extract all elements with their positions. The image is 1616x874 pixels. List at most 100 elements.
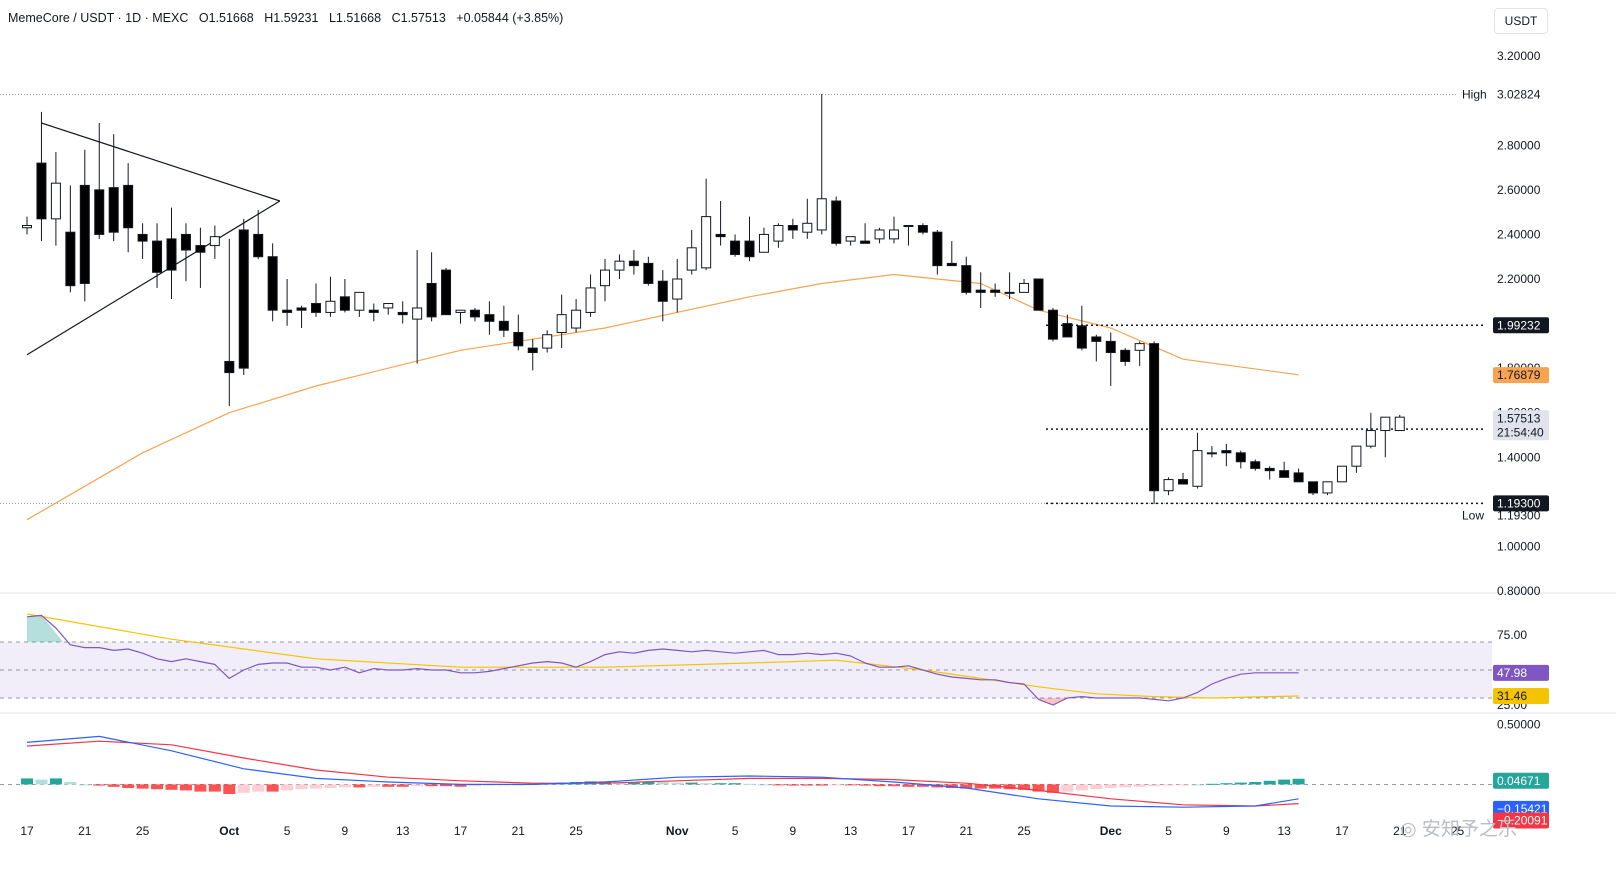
candle: [961, 256, 972, 295]
macd-histogram-bar: [78, 784, 91, 786]
candle-body-up: [22, 225, 32, 229]
candle-body-up: [1351, 445, 1362, 467]
candle: [339, 279, 350, 313]
macd-histogram-bar: [757, 784, 770, 786]
x-axis-tick-label: 21: [78, 824, 92, 838]
candle-body-up: [556, 314, 567, 333]
candle-body-down: [1250, 461, 1261, 469]
candle: [441, 267, 452, 316]
level-value-low: 1.19300: [1497, 508, 1541, 522]
candle: [773, 223, 784, 248]
candle: [816, 94, 827, 235]
candle-body-up: [1394, 416, 1405, 432]
candle: [195, 227, 206, 288]
candle: [311, 283, 321, 317]
x-axis-tick-label: 13: [1277, 824, 1291, 838]
candle: [397, 301, 408, 324]
x-axis-tick-label: 25: [1017, 824, 1031, 838]
candle-body-down: [1178, 479, 1188, 485]
candle-body-down: [426, 282, 437, 318]
macd-histogram-bar: [1090, 784, 1103, 790]
macd-histogram-bar: [338, 784, 351, 788]
candle-body-down: [917, 225, 928, 233]
candle: [1336, 465, 1347, 483]
candle-body-up: [903, 225, 914, 228]
macd-histogram-bar: [21, 778, 33, 785]
macd-histogram-bar: [1018, 784, 1031, 790]
price-tick-label: 2.20000: [1497, 272, 1541, 286]
price-tick-label: 0.80000: [1497, 584, 1541, 598]
candle: [860, 223, 871, 244]
rsi-ma-value-tag-text: 31.46: [1497, 689, 1527, 703]
candle: [715, 201, 726, 246]
candle-body-down: [166, 238, 177, 271]
candle: [556, 294, 567, 349]
macd-histogram-bar: [627, 782, 640, 785]
macd-tick-label: 0.50000: [1497, 717, 1541, 731]
macd-histogram-bar: [1162, 784, 1175, 786]
candle: [253, 209, 264, 259]
level-value-high: 3.02824: [1497, 87, 1541, 101]
macd-histogram-bar: [367, 784, 380, 787]
macd-line-tag-text: −0.15421: [1497, 802, 1548, 816]
candle-body-down: [1279, 470, 1290, 478]
candle: [79, 149, 90, 302]
macd-histogram-bar: [1249, 782, 1262, 785]
x-axis-tick-label: 21: [1393, 824, 1407, 838]
candle: [94, 123, 105, 239]
candle: [845, 236, 856, 246]
x-axis-tick-label: 9: [342, 824, 349, 838]
macd-histogram-bar: [122, 784, 135, 788]
candle: [975, 272, 986, 308]
currency-button[interactable]: USDT: [1494, 8, 1548, 34]
candle-body-up: [701, 216, 712, 269]
candle-body-down: [180, 233, 191, 251]
candle: [1221, 443, 1232, 467]
candle-body-up: [209, 236, 220, 247]
price-tick-label: 2.60000: [1497, 183, 1541, 197]
candle: [787, 218, 798, 239]
candle: [65, 185, 76, 293]
macd-histogram-bar: [685, 782, 698, 785]
candle-body-up: [412, 307, 423, 320]
current-price-tag-bg: [1493, 410, 1549, 441]
candle-body-down: [195, 245, 206, 253]
candle: [1120, 348, 1131, 366]
candle: [1293, 468, 1304, 483]
candle: [267, 243, 278, 322]
candle-body-down: [527, 347, 538, 354]
price-tick-label: 1.00000: [1497, 539, 1541, 553]
candle: [412, 250, 423, 364]
sma-value-tag-bg: [1493, 367, 1549, 384]
candle-body-down: [311, 303, 321, 313]
macd-histogram-bar: [411, 784, 424, 787]
candle: [368, 303, 379, 322]
candle-body-down: [1076, 325, 1087, 349]
candle: [1149, 341, 1160, 505]
level-label-low: Low: [1462, 508, 1484, 522]
rsi-ma-value-tag: 31.46: [1493, 687, 1549, 704]
sma-value-tag: 1.76879: [1493, 367, 1549, 384]
candle: [469, 307, 480, 322]
macd-histogram-tag-bg: [1493, 772, 1549, 789]
macd-histogram-bar: [1046, 784, 1059, 793]
candle-body-down: [36, 162, 47, 220]
symbol-title[interactable]: MemeCore / USDT · 1D · MEXC: [8, 11, 189, 25]
rsi-overbought-fill: [27, 615, 64, 642]
candle-body-up: [845, 236, 856, 242]
macd-histogram-bar: [1119, 784, 1132, 788]
macd-histogram-bar: [902, 784, 915, 787]
price-tick-label: 1.40000: [1497, 450, 1541, 464]
macd-histogram-bar: [136, 784, 149, 789]
candle-body-up: [383, 303, 394, 309]
candle-body-down: [715, 233, 726, 238]
macd-histogram-bar: [873, 784, 886, 787]
candle-body-up: [455, 309, 466, 313]
candle-body-down: [498, 320, 509, 331]
x-axis-tick-label: 17: [1335, 824, 1349, 838]
macd-histogram-bar: [93, 784, 106, 786]
candle-body-up: [600, 269, 610, 287]
candle-body-down: [1308, 481, 1319, 494]
candle: [831, 196, 842, 246]
